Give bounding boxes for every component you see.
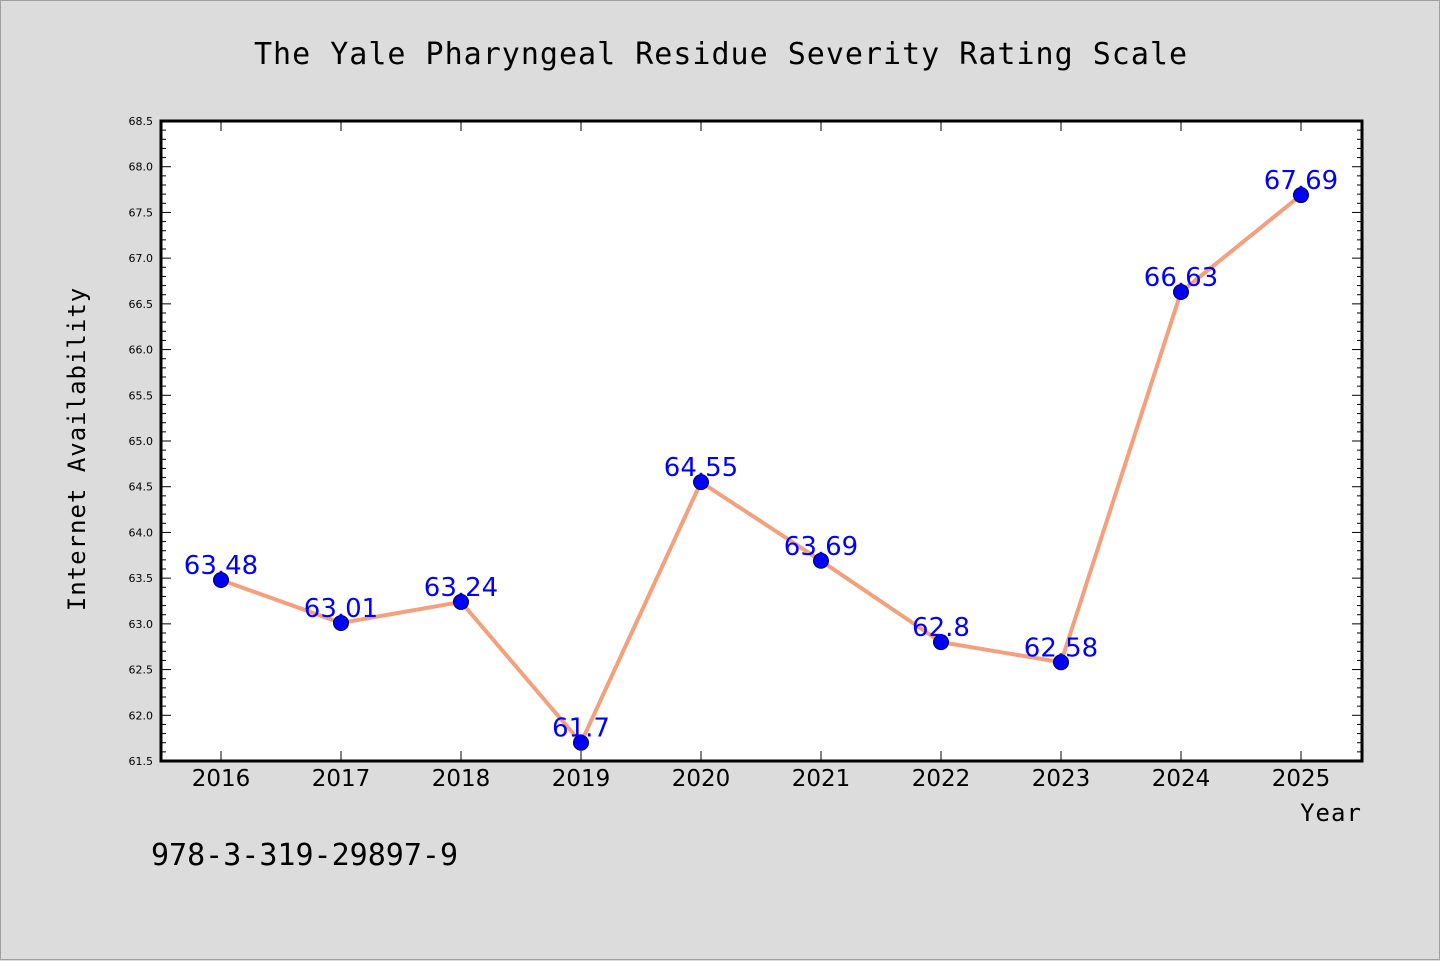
y-tick-label: 61.5 xyxy=(129,755,154,768)
data-label: 66.63 xyxy=(1144,263,1218,293)
plot-frame xyxy=(159,119,1364,763)
data-point xyxy=(693,474,709,491)
data-point xyxy=(933,634,949,651)
y-tick-label: 66.5 xyxy=(129,298,154,311)
data-labels: 63.48 63.01 63.24 61.7 64.55 63.69 62.8 62.58 66… xyxy=(184,166,1338,744)
data-label: 67.69 xyxy=(1264,166,1338,196)
data-label: 63.48 xyxy=(184,551,258,581)
y-tick-label: 64.5 xyxy=(129,481,154,494)
y-tick-label: 66.0 xyxy=(129,344,154,357)
x-axis-label: Year xyxy=(1300,799,1362,827)
data-point xyxy=(1173,283,1189,300)
data-label: 63.01 xyxy=(304,594,378,624)
data-label: 62.58 xyxy=(1024,633,1098,663)
y-tick-label: 62.0 xyxy=(129,709,154,722)
y-tick-label: 68.0 xyxy=(129,161,154,174)
data-point xyxy=(1053,654,1069,671)
y-tick-label: 68.5 xyxy=(129,115,154,128)
y-tick-label: 65.0 xyxy=(129,435,154,448)
y-tick-label: 63.5 xyxy=(129,572,154,585)
y-tick-label: 67.5 xyxy=(129,206,154,219)
data-label: 64.55 xyxy=(664,453,738,483)
data-label: 63.69 xyxy=(784,532,858,562)
y-tick-label: 67.0 xyxy=(129,252,154,265)
data-label: 62.8 xyxy=(912,613,970,643)
plot-area xyxy=(161,121,1362,761)
y-tick-label: 63.0 xyxy=(129,618,154,631)
y-axis: 61.5 62.0 62.5 63.0 63.5 64.0 64.5 65.0 65.5 66.0… xyxy=(129,115,1362,768)
x-tick-label: 2024 xyxy=(1152,766,1211,792)
chart-title: The Yale Pharyngeal Residue Severity Rat… xyxy=(254,37,1188,72)
y-tick-label: 64.0 xyxy=(129,526,154,539)
y-tick-label: 65.5 xyxy=(129,389,154,402)
data-point xyxy=(213,571,229,588)
x-tick-label: 2020 xyxy=(672,766,731,792)
x-tick-label: 2016 xyxy=(192,766,251,792)
data-point xyxy=(1293,187,1309,204)
isbn-footer: 978-3-319-29897-9 xyxy=(151,838,458,873)
x-tick-label: 2018 xyxy=(432,766,491,792)
data-point xyxy=(573,734,589,751)
x-tick-label: 2025 xyxy=(1272,766,1331,792)
x-tick-label: 2017 xyxy=(312,766,371,792)
data-point xyxy=(333,614,349,631)
x-tick-label: 2019 xyxy=(552,766,611,792)
x-axis: 2016 2017 2018 2019 2020 2021 2022 2023 2024 2025 xyxy=(192,121,1331,792)
data-point xyxy=(813,552,829,569)
data-series xyxy=(213,187,1309,751)
x-tick-label: 2023 xyxy=(1032,766,1091,792)
x-tick-label: 2022 xyxy=(912,766,971,792)
y-tick-label: 62.5 xyxy=(129,664,154,677)
data-point xyxy=(453,593,469,610)
data-label: 63.24 xyxy=(424,573,498,603)
data-label: 61.7 xyxy=(552,714,610,744)
y-axis-label: Internet Availability xyxy=(63,287,91,611)
series-line xyxy=(220,193,1303,745)
x-tick-label: 2021 xyxy=(792,766,851,792)
